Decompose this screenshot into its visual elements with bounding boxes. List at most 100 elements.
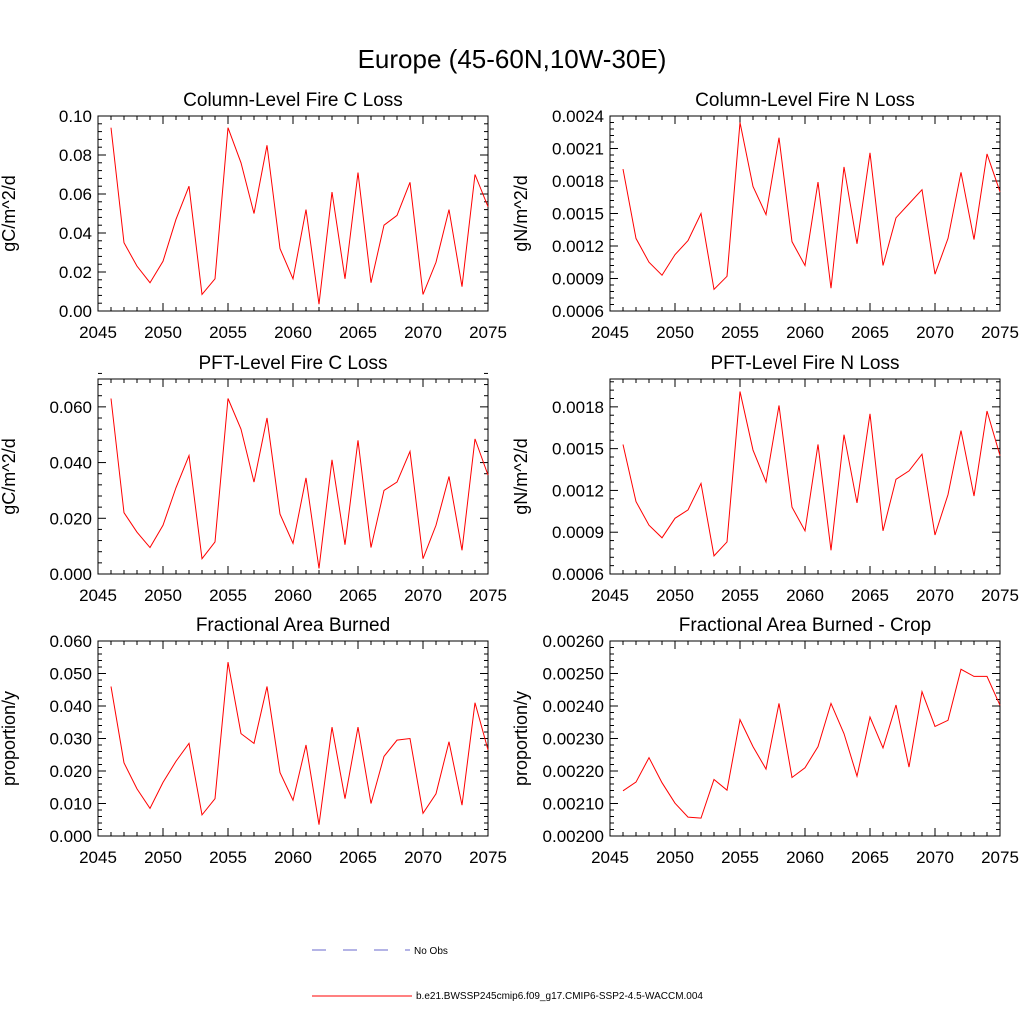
- legend: No Obs b.e21.BWSSP245cmip6.f09_g17.CMIP6…: [312, 946, 703, 1002]
- chart-panel-5: 2045 2050 2055 2060 2065 2070 2075 0.000 0.010 0.…: [0, 615, 507, 867]
- y-tick-label: 0.040: [49, 697, 92, 716]
- x-tick-label: 2060: [786, 323, 824, 342]
- legend-obs-label: No Obs: [414, 946, 448, 957]
- chart-panel-3: 2045 2050 2055 2060 2065 2070 2075 0.000 0.020 0.…: [0, 353, 507, 605]
- y-tick-label: 0.040: [49, 454, 92, 473]
- x-tick-label: 2060: [274, 586, 312, 605]
- y-tick-label: 0.0012: [552, 237, 604, 256]
- chart-panel-4: 2045 2050 2055 2060 2065 2070 2075 0.0006 0.0009…: [511, 353, 1019, 605]
- y-tick-label: 0.0009: [552, 270, 604, 289]
- x-tick-label: 2065: [339, 848, 377, 867]
- y-tick-label: 0.0006: [552, 302, 604, 321]
- y-axis-label: gN/m^2/d: [511, 438, 531, 514]
- x-tick-label: 2055: [721, 586, 759, 605]
- panel-title: Column-Level Fire C Loss: [183, 90, 403, 111]
- y-axis-label: gN/m^2/d: [511, 175, 531, 251]
- x-tick-label: 2065: [851, 323, 889, 342]
- y-axis-label: proportion/y: [511, 691, 531, 786]
- figure-title: Europe (45-60N,10W-30E): [358, 44, 667, 74]
- y-tick-label: 0.08: [59, 146, 92, 165]
- x-tick-label: 2065: [339, 586, 377, 605]
- x-tick-label: 2045: [79, 848, 117, 867]
- plot-frame: [97, 640, 489, 837]
- y-tick-label: 0.00220: [543, 762, 604, 781]
- x-tick-label: 2045: [591, 848, 629, 867]
- y-tick-label: 0.000: [49, 565, 92, 584]
- y-tick-label: 0.000: [49, 827, 92, 846]
- x-tick-label: 2050: [144, 586, 182, 605]
- y-tick-label: 0.10: [59, 107, 92, 126]
- panel-title: PFT-Level Fire C Loss: [199, 353, 388, 374]
- x-tick-label: 2070: [916, 848, 954, 867]
- x-tick-label: 2065: [851, 848, 889, 867]
- panel-title: Fractional Area Burned: [196, 615, 390, 636]
- x-tick-label: 2055: [209, 323, 247, 342]
- series-line: [110, 398, 489, 569]
- x-tick-label: 2075: [981, 323, 1019, 342]
- y-tick-label: 0.00260: [543, 632, 604, 651]
- x-tick-label: 2075: [469, 323, 507, 342]
- chart-panel-1: 2045 2050 2055 2060 2065 2070 2075 0.00 0.02 0.04…: [0, 90, 507, 342]
- plot-frame: [609, 115, 1001, 312]
- y-tick-label: 0.0006: [552, 565, 604, 584]
- series-line: [622, 668, 1001, 819]
- chart-panel-2: 2045 2050 2055 2060 2065 2070 2075 0.0006 0.0009…: [511, 90, 1019, 342]
- x-tick-label: 2050: [656, 323, 694, 342]
- x-tick-label: 2065: [851, 586, 889, 605]
- x-tick-label: 2045: [591, 586, 629, 605]
- y-tick-label: 0.060: [49, 398, 92, 417]
- y-tick-label: 0.02: [59, 263, 92, 282]
- panel-title: Column-Level Fire N Loss: [695, 90, 915, 111]
- x-tick-label: 2060: [274, 323, 312, 342]
- y-tick-label: 0.00210: [543, 795, 604, 814]
- plot-frame: [609, 378, 1001, 575]
- y-tick-label: 0.0018: [552, 398, 604, 417]
- y-tick-label: 0.0018: [552, 172, 604, 191]
- x-tick-label: 2070: [404, 323, 442, 342]
- y-tick-label: 0.00: [59, 302, 92, 321]
- y-tick-label: 0.00250: [543, 665, 604, 684]
- x-tick-label: 2075: [469, 848, 507, 867]
- y-axis-label: gC/m^2/d: [0, 438, 19, 514]
- x-tick-label: 2055: [209, 848, 247, 867]
- panels: 2045 2050 2055 2060 2065 2070 2075 0.00 0.02 0.04…: [0, 90, 1019, 867]
- y-tick-label: 0.00240: [543, 697, 604, 716]
- x-tick-label: 2055: [209, 586, 247, 605]
- x-tick-label: 2075: [469, 586, 507, 605]
- y-tick-label: 0.0015: [552, 205, 604, 224]
- x-tick-label: 2050: [656, 586, 694, 605]
- y-tick-label: 0.0012: [552, 481, 604, 500]
- x-tick-label: 2050: [656, 848, 694, 867]
- y-tick-label: 0.060: [49, 632, 92, 651]
- panel-title: PFT-Level Fire N Loss: [711, 353, 900, 374]
- y-tick-label: 0.010: [49, 795, 92, 814]
- panel-title: Fractional Area Burned - Crop: [679, 615, 931, 636]
- chart-panel-6: 2045 2050 2055 2060 2065 2070 2075 0.00200 0.002…: [511, 615, 1019, 867]
- series-line: [110, 662, 489, 825]
- x-tick-label: 2060: [786, 586, 824, 605]
- x-tick-label: 2055: [721, 323, 759, 342]
- y-tick-label: 0.020: [49, 509, 92, 528]
- y-tick-label: 0.0015: [552, 440, 604, 459]
- y-tick-label: 0.020: [49, 762, 92, 781]
- y-tick-label: 0.00200: [543, 827, 604, 846]
- x-tick-label: 2070: [916, 323, 954, 342]
- x-tick-label: 2050: [144, 323, 182, 342]
- y-axis-label: proportion/y: [0, 691, 19, 786]
- x-tick-label: 2070: [404, 848, 442, 867]
- y-tick-label: 0.030: [49, 730, 92, 749]
- y-tick-label: 0.06: [59, 185, 92, 204]
- x-tick-label: 2070: [404, 586, 442, 605]
- plot-frame: [97, 115, 489, 312]
- x-tick-label: 2060: [274, 848, 312, 867]
- series-line: [622, 391, 1001, 557]
- y-tick-label: 0.0024: [552, 107, 604, 126]
- y-tick-label: 0.050: [49, 665, 92, 684]
- x-tick-label: 2045: [79, 323, 117, 342]
- x-tick-label: 2050: [144, 848, 182, 867]
- x-tick-label: 2045: [79, 586, 117, 605]
- x-tick-label: 2045: [591, 323, 629, 342]
- series-line: [110, 127, 489, 305]
- y-axis-label: gC/m^2/d: [0, 175, 19, 251]
